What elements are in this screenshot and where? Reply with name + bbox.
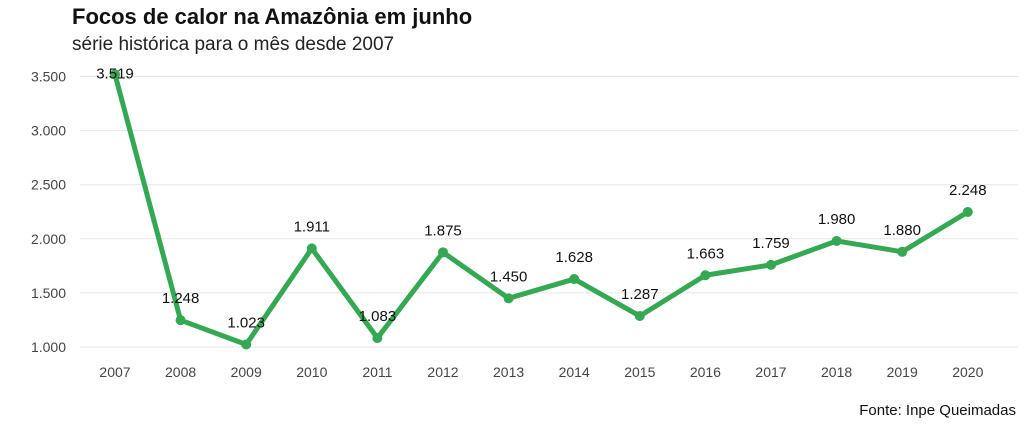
data-label: 1.287 bbox=[621, 286, 659, 303]
data-point bbox=[831, 235, 842, 246]
x-tick-label: 2018 bbox=[821, 364, 852, 380]
series-focos bbox=[110, 69, 973, 350]
data-label: 1.450 bbox=[490, 268, 528, 285]
data-label: 1.875 bbox=[424, 222, 462, 239]
data-label: 1.663 bbox=[687, 245, 725, 262]
data-label: 2.248 bbox=[949, 182, 987, 199]
y-tick-label: 3.500 bbox=[31, 68, 66, 84]
data-point bbox=[372, 333, 383, 344]
data-point bbox=[175, 315, 186, 326]
x-axis: 2007 2008 2009 2010 2011 2012 2013 2014 2015 2016… bbox=[99, 364, 983, 380]
data-labels: 3.519 1.248 1.023 1.911 1.083 1.875 1.450 1.628… bbox=[96, 65, 986, 331]
x-tick-label: 2010 bbox=[296, 364, 327, 380]
data-point bbox=[241, 339, 252, 350]
x-tick-label: 2016 bbox=[690, 364, 721, 380]
data-label: 1.759 bbox=[752, 235, 790, 252]
x-tick-label: 2015 bbox=[624, 364, 655, 380]
y-axis: 1.000 1.500 2.000 2.500 3.000 3.500 bbox=[31, 68, 66, 355]
x-tick-label: 2019 bbox=[887, 364, 918, 380]
data-point bbox=[634, 310, 645, 321]
series-line bbox=[112, 71, 971, 348]
y-tick-label: 2.000 bbox=[31, 231, 66, 247]
data-point bbox=[962, 206, 973, 217]
y-tick-label: 1.500 bbox=[31, 285, 66, 301]
x-tick-label: 2014 bbox=[559, 364, 590, 380]
data-label: 1.980 bbox=[818, 211, 856, 228]
data-label: 1.911 bbox=[294, 218, 330, 235]
y-tick-label: 1.000 bbox=[31, 339, 66, 355]
x-tick-label: 2011 bbox=[362, 364, 392, 380]
x-tick-label: 2007 bbox=[99, 364, 130, 380]
data-label: 1.628 bbox=[555, 249, 593, 266]
data-label: 3.519 bbox=[96, 65, 134, 82]
data-point bbox=[700, 270, 711, 281]
grid-lines bbox=[80, 75, 1018, 348]
x-tick-label: 2012 bbox=[427, 364, 458, 380]
y-tick-label: 2.500 bbox=[31, 177, 66, 193]
source-note: Fonte: Inpe Queimadas bbox=[859, 402, 1016, 419]
data-point bbox=[110, 69, 120, 80]
data-point bbox=[766, 259, 776, 270]
data-label: 1.083 bbox=[359, 308, 397, 325]
chart-title: Focos de calor na Amazônia em junho bbox=[72, 4, 473, 29]
data-point bbox=[438, 247, 448, 258]
chart-subtitle: série histórica para o mês desde 2007 bbox=[72, 34, 395, 55]
x-tick-label: 2008 bbox=[165, 364, 196, 380]
data-point bbox=[897, 246, 908, 257]
x-tick-label: 2017 bbox=[755, 364, 786, 380]
y-tick-label: 3.000 bbox=[31, 123, 66, 139]
data-point bbox=[503, 293, 514, 304]
x-tick-label: 2013 bbox=[493, 364, 524, 380]
data-label: 1.248 bbox=[162, 290, 200, 307]
data-label: 1.023 bbox=[227, 315, 265, 332]
data-point bbox=[569, 274, 580, 285]
data-point bbox=[306, 243, 317, 254]
data-label: 1.880 bbox=[883, 222, 921, 239]
x-tick-label: 2009 bbox=[231, 364, 262, 380]
x-tick-label: 2020 bbox=[952, 364, 983, 380]
